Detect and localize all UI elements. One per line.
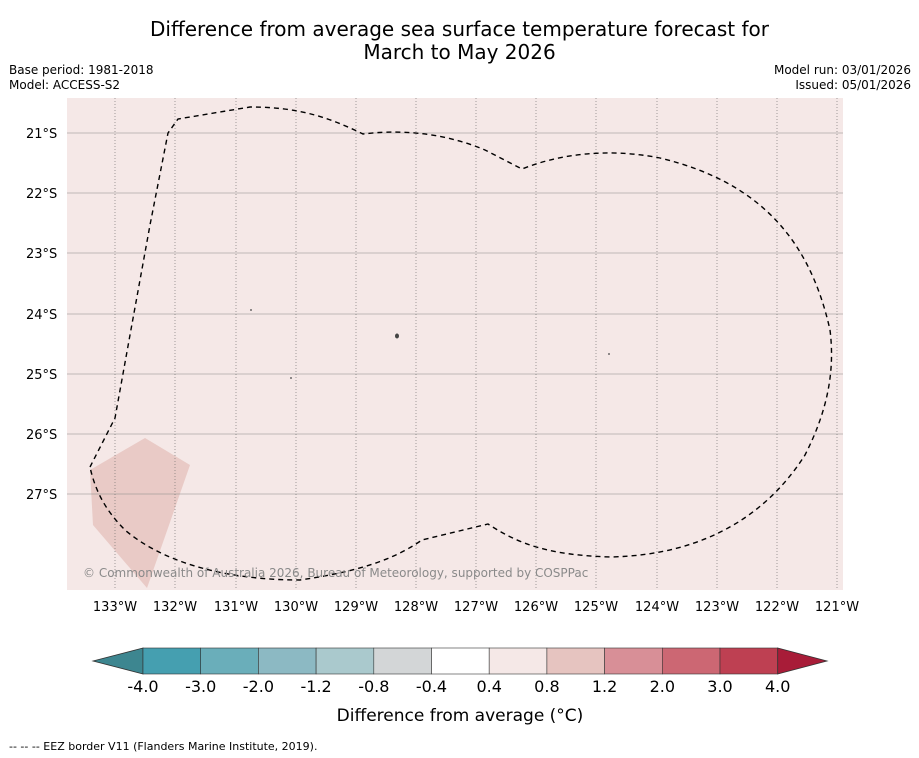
lon-label: 124°W (635, 600, 679, 615)
lon-label: 125°W (574, 600, 618, 615)
colorbar-segment (142, 647, 202, 675)
colorbar-tick-label: 0.8 (534, 677, 559, 696)
latitude-labels: 21°S 22°S 23°S 24°S 25°S 26°S 27°S (26, 127, 57, 503)
colorbar-segment (431, 647, 490, 675)
longitude-gridlines (114, 98, 838, 590)
colorbar-segment (258, 647, 317, 675)
lon-label: 127°W (454, 600, 498, 615)
colorbar-over-arrow (777, 647, 829, 675)
colorbar-tick-label: -0.8 (358, 677, 389, 696)
lon-label: 128°W (394, 600, 438, 615)
colorbar: -4.0 -3.0 -2.0 -1.2 -0.8 -0.4 0.4 0.8 1.… (91, 647, 829, 726)
anomaly-patch (90, 438, 190, 588)
map-background (67, 98, 843, 590)
lat-label: 21°S (26, 127, 57, 142)
colorbar-title: Difference from average (°C) (337, 706, 584, 726)
lon-label: 126°W (514, 600, 558, 615)
colorbar-under-arrow (91, 647, 144, 675)
island-marker (608, 353, 610, 355)
island-marker (290, 377, 292, 379)
colorbar-tick-label: 1.2 (592, 677, 617, 696)
run-info: Model run: 03/01/2026 Issued: 05/01/2026 (774, 63, 911, 93)
colorbar-segment (200, 647, 259, 675)
colorbar-tick-label: -3.0 (185, 677, 216, 696)
lon-label: 122°W (755, 600, 799, 615)
colorbar-segment (315, 647, 375, 675)
colorbar-segment (604, 647, 663, 675)
colorbar-segments (142, 647, 779, 675)
title-line-1: Difference from average sea surface temp… (149, 17, 769, 41)
lon-label: 123°W (695, 600, 739, 615)
colorbar-tick-label: -1.2 (300, 677, 331, 696)
model-run-text: Model run: 03/01/2026 (773, 63, 911, 77)
lat-label: 23°S (26, 247, 57, 262)
copyright-text: © Commonwealth of Australia 2026, Bureau… (83, 566, 588, 580)
lon-label: 132°W (153, 600, 197, 615)
lat-label: 25°S (26, 368, 57, 383)
lon-label: 131°W (214, 600, 258, 615)
lat-label: 22°S (26, 187, 57, 202)
colorbar-tick-label: -4.0 (127, 677, 158, 696)
model-name-text: Model: ACCESS-S2 (9, 78, 121, 92)
colorbar-tick-label: 0.4 (476, 677, 501, 696)
colorbar-tick-label: -2.0 (243, 677, 274, 696)
colorbar-tick-label: -0.4 (416, 677, 447, 696)
eez-border (89, 106, 833, 581)
island-marker (250, 309, 252, 311)
colorbar-tick-label: 2.0 (650, 677, 675, 696)
footnote-text: -- -- -- EEZ border V11 (Flanders Marine… (9, 740, 318, 753)
lat-label: 27°S (26, 488, 57, 503)
lon-label: 130°W (274, 600, 318, 615)
latitude-gridlines (67, 132, 843, 495)
colorbar-segment (719, 647, 779, 675)
issued-date-text: Issued: 05/01/2026 (795, 78, 911, 92)
island-marker (395, 333, 399, 339)
colorbar-segment (373, 647, 432, 675)
colorbar-tick-label: 4.0 (765, 677, 790, 696)
colorbar-tick-labels: -4.0 -3.0 -2.0 -1.2 -0.8 -0.4 0.4 0.8 1.… (127, 677, 790, 696)
colorbar-segment (546, 647, 605, 675)
title-line-2: March to May 2026 (363, 40, 556, 64)
lon-label: 121°W (815, 600, 859, 615)
model-info: Base period: 1981-2018 Model: ACCESS-S2 (9, 63, 154, 93)
colorbar-segment (488, 647, 548, 675)
colorbar-segment (661, 647, 721, 675)
longitude-labels: 133°W 132°W 131°W 130°W 129°W 128°W 127°… (93, 600, 859, 615)
base-period-text: Base period: 1981-2018 (9, 63, 154, 77)
lon-label: 129°W (334, 600, 378, 615)
lat-label: 26°S (26, 428, 57, 443)
lon-label: 133°W (93, 600, 137, 615)
lat-label: 24°S (26, 308, 57, 323)
chart-title: Difference from average sea surface temp… (0, 18, 919, 64)
colorbar-tick-label: 3.0 (707, 677, 732, 696)
